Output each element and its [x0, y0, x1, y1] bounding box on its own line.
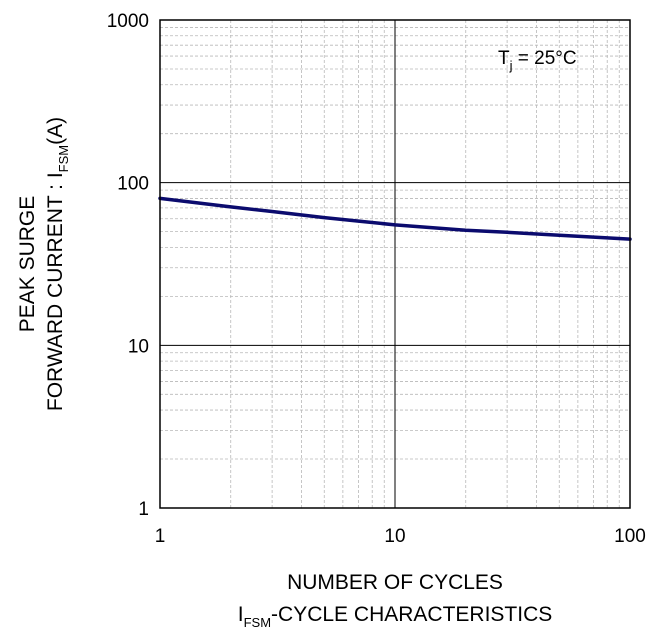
- x-tick-label: 1: [155, 526, 166, 547]
- y-tick-labels: 1 10 100 1000: [107, 11, 149, 520]
- y-tick-label: 10: [128, 336, 149, 357]
- series-line-0: [158, 196, 632, 241]
- y-tick-label: 100: [117, 174, 149, 195]
- y-axis-label: PEAK SURGE FORWARD CURRENT : IFSM(A): [16, 117, 71, 411]
- x-axis-label: NUMBER OF CYCLES: [287, 571, 503, 594]
- y-tick-label: 1: [138, 499, 149, 520]
- x-tick-label: 100: [614, 526, 646, 547]
- y-tick-label: 1000: [107, 11, 149, 32]
- y-axis-label-line1: PEAK SURGE: [16, 196, 39, 333]
- x-tick-labels: 1 10 100: [155, 526, 646, 547]
- major-grid: [160, 20, 630, 508]
- annotation-tj: Tj = 25°C: [498, 48, 577, 73]
- y-axis-label-line2: FORWARD CURRENT : IFSM(A): [44, 117, 71, 411]
- x-tick-label: 10: [384, 526, 405, 547]
- chart-caption: IFSM-CYCLE CHARACTERISTICS: [238, 603, 553, 630]
- plot-frame: [159, 19, 631, 509]
- series-layer: [158, 196, 632, 241]
